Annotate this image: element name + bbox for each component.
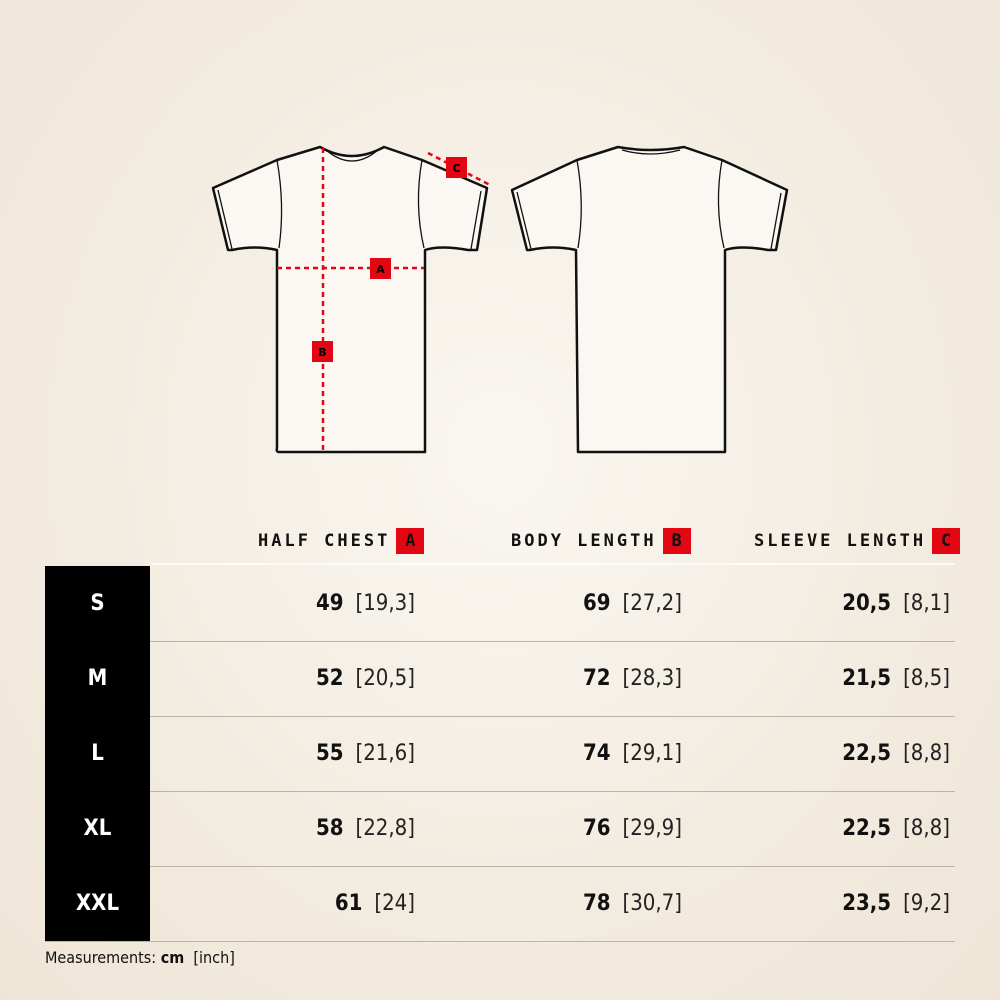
header-body-length: BODY LENGTH B bbox=[511, 528, 691, 554]
value-inch: [8,5] bbox=[903, 666, 950, 691]
value-inch: [28,3] bbox=[622, 666, 682, 691]
value-inch: [20,5] bbox=[355, 666, 415, 691]
measurement-cell: 69 [27,2] bbox=[583, 566, 682, 641]
measurement-cell: 76 [29,9] bbox=[583, 791, 682, 866]
measurement-cell: 61 [24] bbox=[335, 866, 415, 941]
value-cm: 58 bbox=[315, 816, 344, 841]
value-inch: [8,8] bbox=[903, 741, 950, 766]
measurement-cell: 22,5 [8,8] bbox=[842, 716, 950, 791]
measurement-cell: 55 [21,6] bbox=[316, 716, 415, 791]
value-cm: 78 bbox=[582, 891, 611, 916]
tshirt-back-diagram bbox=[510, 145, 789, 454]
value-cm: 52 bbox=[315, 666, 344, 691]
measurement-cell: 23,5 [9,2] bbox=[842, 866, 950, 941]
value-inch: [9,2] bbox=[903, 891, 950, 916]
tag-a: A bbox=[396, 528, 425, 554]
value-cm: 76 bbox=[582, 816, 611, 841]
value-inch: [24] bbox=[374, 891, 415, 916]
header-sleeve-length: SLEEVE LENGTH C bbox=[754, 528, 961, 554]
header-label: HALF CHEST bbox=[258, 531, 391, 551]
marker-b: B bbox=[312, 341, 333, 362]
measurement-cell: 72 [28,3] bbox=[583, 641, 682, 716]
note-unit: cm bbox=[160, 948, 185, 967]
value-cm: 49 bbox=[315, 591, 344, 616]
header-half-chest: HALF CHEST A bbox=[258, 528, 425, 554]
measurement-cell: 20,5 [8,1] bbox=[842, 566, 950, 641]
value-cm: 69 bbox=[582, 591, 611, 616]
value-inch: [21,6] bbox=[355, 741, 415, 766]
value-inch: [27,2] bbox=[622, 591, 682, 616]
value-inch: [19,3] bbox=[355, 591, 415, 616]
measurement-cell: 58 [22,8] bbox=[316, 791, 415, 866]
value-inch: [8,1] bbox=[903, 591, 950, 616]
value-inch: [29,9] bbox=[622, 816, 682, 841]
measurement-cell: 74 [29,1] bbox=[583, 716, 682, 791]
tshirt-front-diagram: A B C bbox=[211, 145, 491, 454]
measurement-cell: 78 [30,7] bbox=[583, 866, 682, 941]
tag-b: B bbox=[662, 528, 691, 554]
size-label: S bbox=[45, 566, 150, 641]
measurement-cell: 52 [20,5] bbox=[316, 641, 415, 716]
table-row: XL 58 [22,8] 76 [29,9] 22,5 [8,8] bbox=[45, 791, 955, 867]
table-row: L 55 [21,6] 74 [29,1] 22,5 [8,8] bbox=[45, 716, 955, 792]
table-row: M 52 [20,5] 72 [28,3] 21,5 [8,5] bbox=[45, 641, 955, 717]
value-cm: 61 bbox=[334, 891, 363, 916]
svg-text:B: B bbox=[318, 346, 326, 359]
value-cm: 72 bbox=[582, 666, 611, 691]
table-row: XXL 61 [24] 78 [30,7] 23,5 [9,2] bbox=[45, 866, 955, 942]
measurement-cell: 22,5 [8,8] bbox=[842, 791, 950, 866]
value-cm: 20,5 bbox=[842, 591, 892, 616]
value-cm: 22,5 bbox=[842, 816, 892, 841]
header-label: BODY LENGTH bbox=[511, 531, 657, 551]
value-cm: 21,5 bbox=[842, 666, 892, 691]
note-alt-unit: [inch] bbox=[193, 948, 235, 967]
size-label: XL bbox=[45, 791, 150, 866]
marker-c: C bbox=[446, 157, 467, 178]
measurement-cell: 21,5 [8,5] bbox=[842, 641, 950, 716]
size-label: L bbox=[45, 716, 150, 791]
header-label: SLEEVE LENGTH bbox=[754, 531, 927, 551]
value-cm: 74 bbox=[582, 741, 611, 766]
measurement-cell: 49 [19,3] bbox=[316, 566, 415, 641]
note-prefix: Measurements: bbox=[45, 948, 157, 967]
value-inch: [8,8] bbox=[903, 816, 950, 841]
size-label: XXL bbox=[45, 866, 150, 941]
value-inch: [29,1] bbox=[622, 741, 682, 766]
divider bbox=[150, 563, 955, 565]
value-cm: 55 bbox=[315, 741, 344, 766]
value-cm: 22,5 bbox=[842, 741, 892, 766]
svg-text:A: A bbox=[376, 263, 385, 276]
svg-text:C: C bbox=[452, 162, 460, 175]
value-inch: [22,8] bbox=[355, 816, 415, 841]
size-label: M bbox=[45, 641, 150, 716]
table-row: S 49 [19,3] 69 [27,2] 20,5 [8,1] bbox=[45, 566, 955, 642]
marker-a: A bbox=[370, 258, 391, 279]
value-inch: [30,7] bbox=[622, 891, 682, 916]
value-cm: 23,5 bbox=[842, 891, 892, 916]
measurement-note: Measurements: cm [inch] bbox=[45, 948, 235, 967]
tag-c: C bbox=[932, 528, 961, 554]
